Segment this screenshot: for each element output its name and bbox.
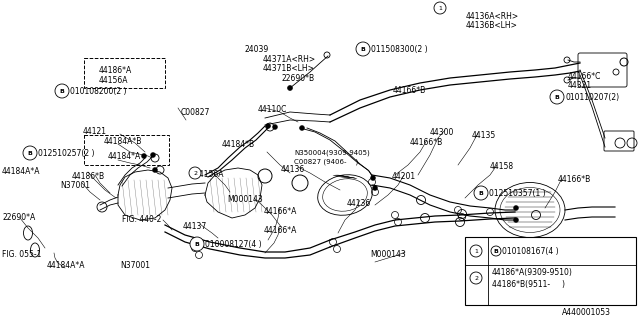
Text: 44158: 44158 bbox=[490, 162, 514, 171]
Text: 012510357(1 ): 012510357(1 ) bbox=[489, 188, 546, 197]
Text: 011508300(2 ): 011508300(2 ) bbox=[371, 44, 428, 53]
Text: 44184A*B: 44184A*B bbox=[104, 137, 142, 146]
Circle shape bbox=[266, 124, 271, 129]
Text: 24039: 24039 bbox=[244, 45, 268, 54]
Circle shape bbox=[356, 42, 370, 56]
Circle shape bbox=[190, 237, 204, 251]
Circle shape bbox=[152, 167, 157, 172]
Text: 22690*B: 22690*B bbox=[281, 74, 314, 83]
Text: 44300: 44300 bbox=[430, 128, 454, 137]
Circle shape bbox=[470, 245, 482, 257]
Text: C00827: C00827 bbox=[181, 108, 211, 117]
Text: 44166*B: 44166*B bbox=[393, 86, 426, 95]
Text: B: B bbox=[28, 150, 33, 156]
Text: B: B bbox=[60, 89, 65, 93]
Text: 2: 2 bbox=[193, 171, 197, 175]
Circle shape bbox=[474, 186, 488, 200]
Text: 010008127(4 ): 010008127(4 ) bbox=[205, 239, 262, 249]
Text: 010110207(2): 010110207(2) bbox=[565, 92, 619, 101]
Text: 012510257(2 ): 012510257(2 ) bbox=[38, 148, 95, 157]
Text: 44371A<RH>: 44371A<RH> bbox=[263, 55, 316, 64]
Text: M000143: M000143 bbox=[370, 250, 406, 259]
Text: 1: 1 bbox=[438, 5, 442, 11]
Text: N37001: N37001 bbox=[120, 261, 150, 270]
Circle shape bbox=[470, 272, 482, 284]
Text: 44166*B: 44166*B bbox=[410, 138, 444, 147]
Text: 010108167(4 ): 010108167(4 ) bbox=[502, 246, 559, 255]
Text: 22690*A: 22690*A bbox=[2, 213, 35, 222]
Text: 44166*A: 44166*A bbox=[264, 207, 298, 216]
Circle shape bbox=[273, 124, 278, 130]
Text: 44156A: 44156A bbox=[99, 76, 129, 85]
Text: 44201: 44201 bbox=[392, 172, 416, 181]
Text: 44166*A: 44166*A bbox=[264, 226, 298, 235]
Circle shape bbox=[55, 84, 69, 98]
Text: C00827 (9406-    ): C00827 (9406- ) bbox=[294, 158, 358, 164]
Text: 44184*B: 44184*B bbox=[222, 140, 255, 149]
Text: 44184A*A: 44184A*A bbox=[2, 167, 40, 176]
Text: 44137: 44137 bbox=[183, 222, 207, 231]
Text: 44136A<RH>: 44136A<RH> bbox=[466, 12, 519, 21]
Circle shape bbox=[434, 2, 446, 14]
Circle shape bbox=[141, 154, 147, 158]
Text: 44166*B: 44166*B bbox=[558, 175, 591, 184]
Text: B: B bbox=[195, 242, 200, 246]
Text: 44186*B: 44186*B bbox=[72, 172, 105, 181]
Text: 44184*A: 44184*A bbox=[108, 152, 141, 161]
Text: B: B bbox=[479, 190, 483, 196]
Text: A440001053: A440001053 bbox=[562, 308, 611, 317]
Circle shape bbox=[287, 85, 292, 91]
Circle shape bbox=[189, 167, 201, 179]
Text: N37001: N37001 bbox=[60, 181, 90, 190]
Text: 44121: 44121 bbox=[83, 127, 107, 136]
Text: B: B bbox=[360, 46, 365, 52]
Text: 44136B<LH>: 44136B<LH> bbox=[466, 21, 518, 30]
Text: B: B bbox=[555, 94, 559, 100]
Text: FIG. 055-1: FIG. 055-1 bbox=[2, 250, 42, 259]
Text: 44186*B(9511-     ): 44186*B(9511- ) bbox=[492, 281, 565, 290]
Text: 44156A: 44156A bbox=[195, 170, 225, 179]
Circle shape bbox=[491, 246, 501, 256]
Text: 44136: 44136 bbox=[347, 199, 371, 208]
Text: B: B bbox=[493, 249, 499, 253]
Circle shape bbox=[513, 218, 518, 222]
Text: 2: 2 bbox=[474, 276, 478, 281]
Text: 44110C: 44110C bbox=[258, 105, 287, 114]
Text: 44186*A: 44186*A bbox=[99, 66, 132, 75]
Circle shape bbox=[23, 146, 37, 160]
Circle shape bbox=[150, 153, 156, 157]
Text: 1: 1 bbox=[474, 249, 478, 253]
Text: 44166*C: 44166*C bbox=[568, 72, 602, 81]
Circle shape bbox=[513, 205, 518, 211]
Text: 44371B<LH>: 44371B<LH> bbox=[263, 64, 315, 73]
Text: 44136: 44136 bbox=[281, 165, 305, 174]
Text: 010108200(2 ): 010108200(2 ) bbox=[70, 86, 127, 95]
Text: 44186*A(9309-9510): 44186*A(9309-9510) bbox=[492, 268, 573, 276]
Text: N350004(9309-9405): N350004(9309-9405) bbox=[294, 149, 370, 156]
Bar bbox=[465, 237, 636, 305]
Circle shape bbox=[371, 175, 376, 180]
Circle shape bbox=[300, 125, 305, 131]
Text: FIG. 440-2: FIG. 440-2 bbox=[122, 215, 161, 224]
Text: 44321: 44321 bbox=[568, 81, 592, 90]
Circle shape bbox=[550, 90, 564, 104]
Text: M000143: M000143 bbox=[227, 195, 263, 204]
Circle shape bbox=[372, 186, 378, 190]
Text: 44184A*A: 44184A*A bbox=[47, 261, 86, 270]
Text: 44135: 44135 bbox=[472, 131, 496, 140]
